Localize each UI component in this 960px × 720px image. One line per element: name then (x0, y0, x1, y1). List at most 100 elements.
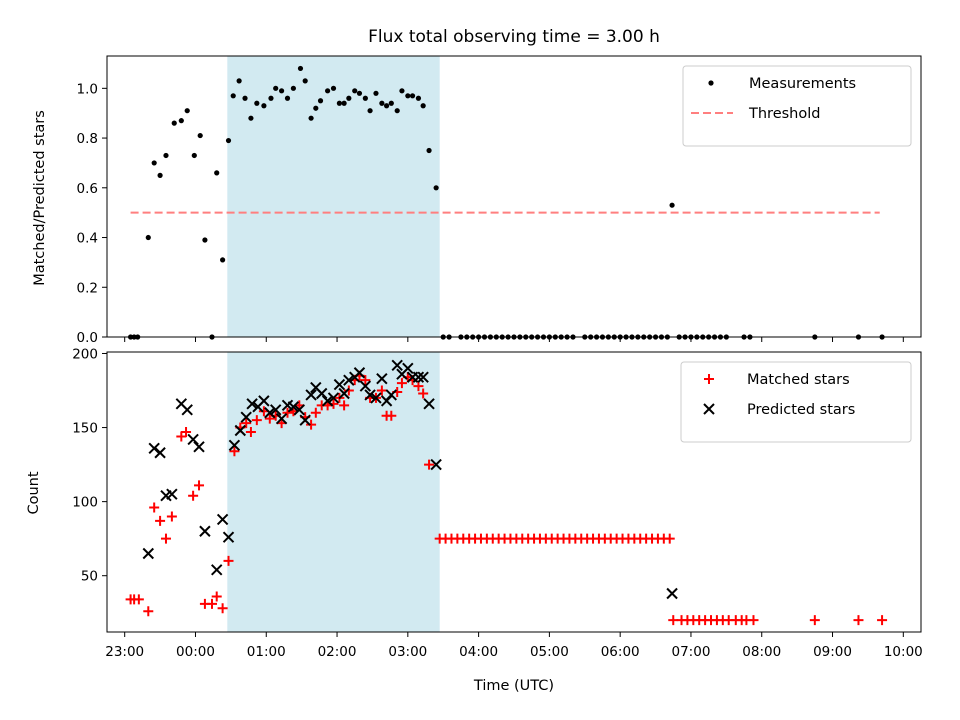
data-point (302, 78, 308, 84)
y-tick-label: 0.6 (77, 181, 98, 197)
data-point (230, 93, 236, 99)
data-point (343, 374, 355, 386)
bottom-panel-frame (106, 351, 922, 633)
data-point (396, 378, 407, 389)
data-point (362, 95, 368, 101)
data-point (423, 398, 435, 410)
data-point (178, 118, 184, 124)
bottom-observing-window (227, 352, 440, 632)
data-point (413, 381, 424, 392)
data-point (166, 488, 178, 500)
data-point (264, 413, 275, 424)
data-point (433, 185, 439, 191)
data-point (376, 372, 388, 385)
x-tick-label: 00:00 (176, 644, 215, 660)
data-point (293, 404, 306, 416)
x-tick-label: 04:00 (459, 644, 498, 660)
legend-label: Predicted stars (747, 402, 855, 418)
top-legend: Measurements Threshold (682, 65, 912, 147)
x-tick-label: 07:00 (672, 644, 711, 660)
legend-label: Matched stars (747, 372, 850, 388)
x-tick-label: 23:00 (105, 644, 144, 660)
data-point (287, 401, 300, 413)
data-point (426, 147, 432, 154)
data-point (336, 100, 343, 106)
y-tick-label: 0.4 (77, 231, 98, 247)
data-point (176, 431, 187, 442)
data-point (269, 404, 282, 416)
x-tick-label: 03:00 (388, 644, 427, 660)
data-point (181, 404, 193, 416)
legend-swatch (704, 374, 714, 384)
x-tick-label: 01:00 (247, 644, 286, 660)
top-y-ticks: 0.0 0.2 0.4 0.6 0.8 1.0 (77, 81, 107, 346)
bottom-x-ticks: 23:00 00:00 01:00 02:00 03:00 04:00 05:00 06:00… (105, 632, 923, 660)
data-point (327, 392, 340, 404)
data-point (143, 606, 154, 617)
data-point (359, 380, 372, 392)
data-point (199, 525, 211, 537)
data-point (246, 398, 258, 410)
legend-swatch (703, 403, 715, 415)
data-point (343, 385, 354, 396)
y-tick-label: 1.0 (77, 81, 98, 97)
data-point (206, 598, 217, 609)
data-point (154, 447, 166, 459)
data-point (376, 385, 387, 396)
data-point (383, 103, 390, 109)
data-point (242, 95, 248, 101)
data-point (315, 387, 328, 400)
data-point (216, 513, 229, 526)
data-point (228, 439, 241, 452)
data-point (370, 392, 382, 404)
data-point (305, 389, 317, 401)
data-point (360, 375, 371, 386)
data-point (412, 371, 425, 383)
data-point (241, 418, 252, 429)
data-point (333, 378, 346, 391)
data-point (282, 407, 293, 418)
data-point (330, 85, 337, 91)
data-point (248, 115, 254, 121)
bottom-y-axis-label: Count (26, 471, 42, 514)
legend-box (682, 65, 912, 147)
data-point (297, 65, 304, 72)
data-point (664, 533, 675, 544)
top-panel: 0.0 0.2 0.4 0.6 0.8 1.0 Matched/Predicted sta… (32, 55, 922, 346)
x-axis-label: Time (UTC) (473, 678, 554, 694)
data-point (142, 547, 154, 560)
data-point (299, 414, 311, 426)
data-point (171, 120, 177, 126)
data-point (284, 95, 291, 101)
data-point (310, 407, 321, 418)
data-point (145, 234, 151, 241)
bottom-legend: Matched stars Predicted stars (680, 361, 912, 443)
data-point (278, 88, 285, 94)
data-point (420, 103, 426, 109)
data-point (391, 359, 403, 372)
data-point (181, 427, 192, 437)
data-point (264, 407, 276, 419)
data-point (188, 490, 199, 501)
data-point (275, 412, 288, 425)
data-point (254, 100, 260, 106)
top-x-ticks (124, 337, 904, 342)
data-point (236, 78, 242, 84)
top-panel-frame (106, 55, 922, 338)
data-point (338, 387, 350, 400)
data-point (321, 395, 334, 407)
data-point (193, 441, 205, 453)
data-point (373, 90, 379, 96)
data-point (234, 424, 247, 437)
data-point (748, 615, 759, 626)
data-point (317, 98, 324, 104)
x-tick-label: 08:00 (742, 644, 781, 660)
data-point (356, 90, 363, 96)
data-point (341, 100, 347, 106)
data-point (157, 172, 163, 178)
data-point (290, 85, 296, 91)
y-tick-label: 150 (72, 421, 98, 437)
data-point (223, 555, 234, 566)
data-point (346, 95, 352, 101)
